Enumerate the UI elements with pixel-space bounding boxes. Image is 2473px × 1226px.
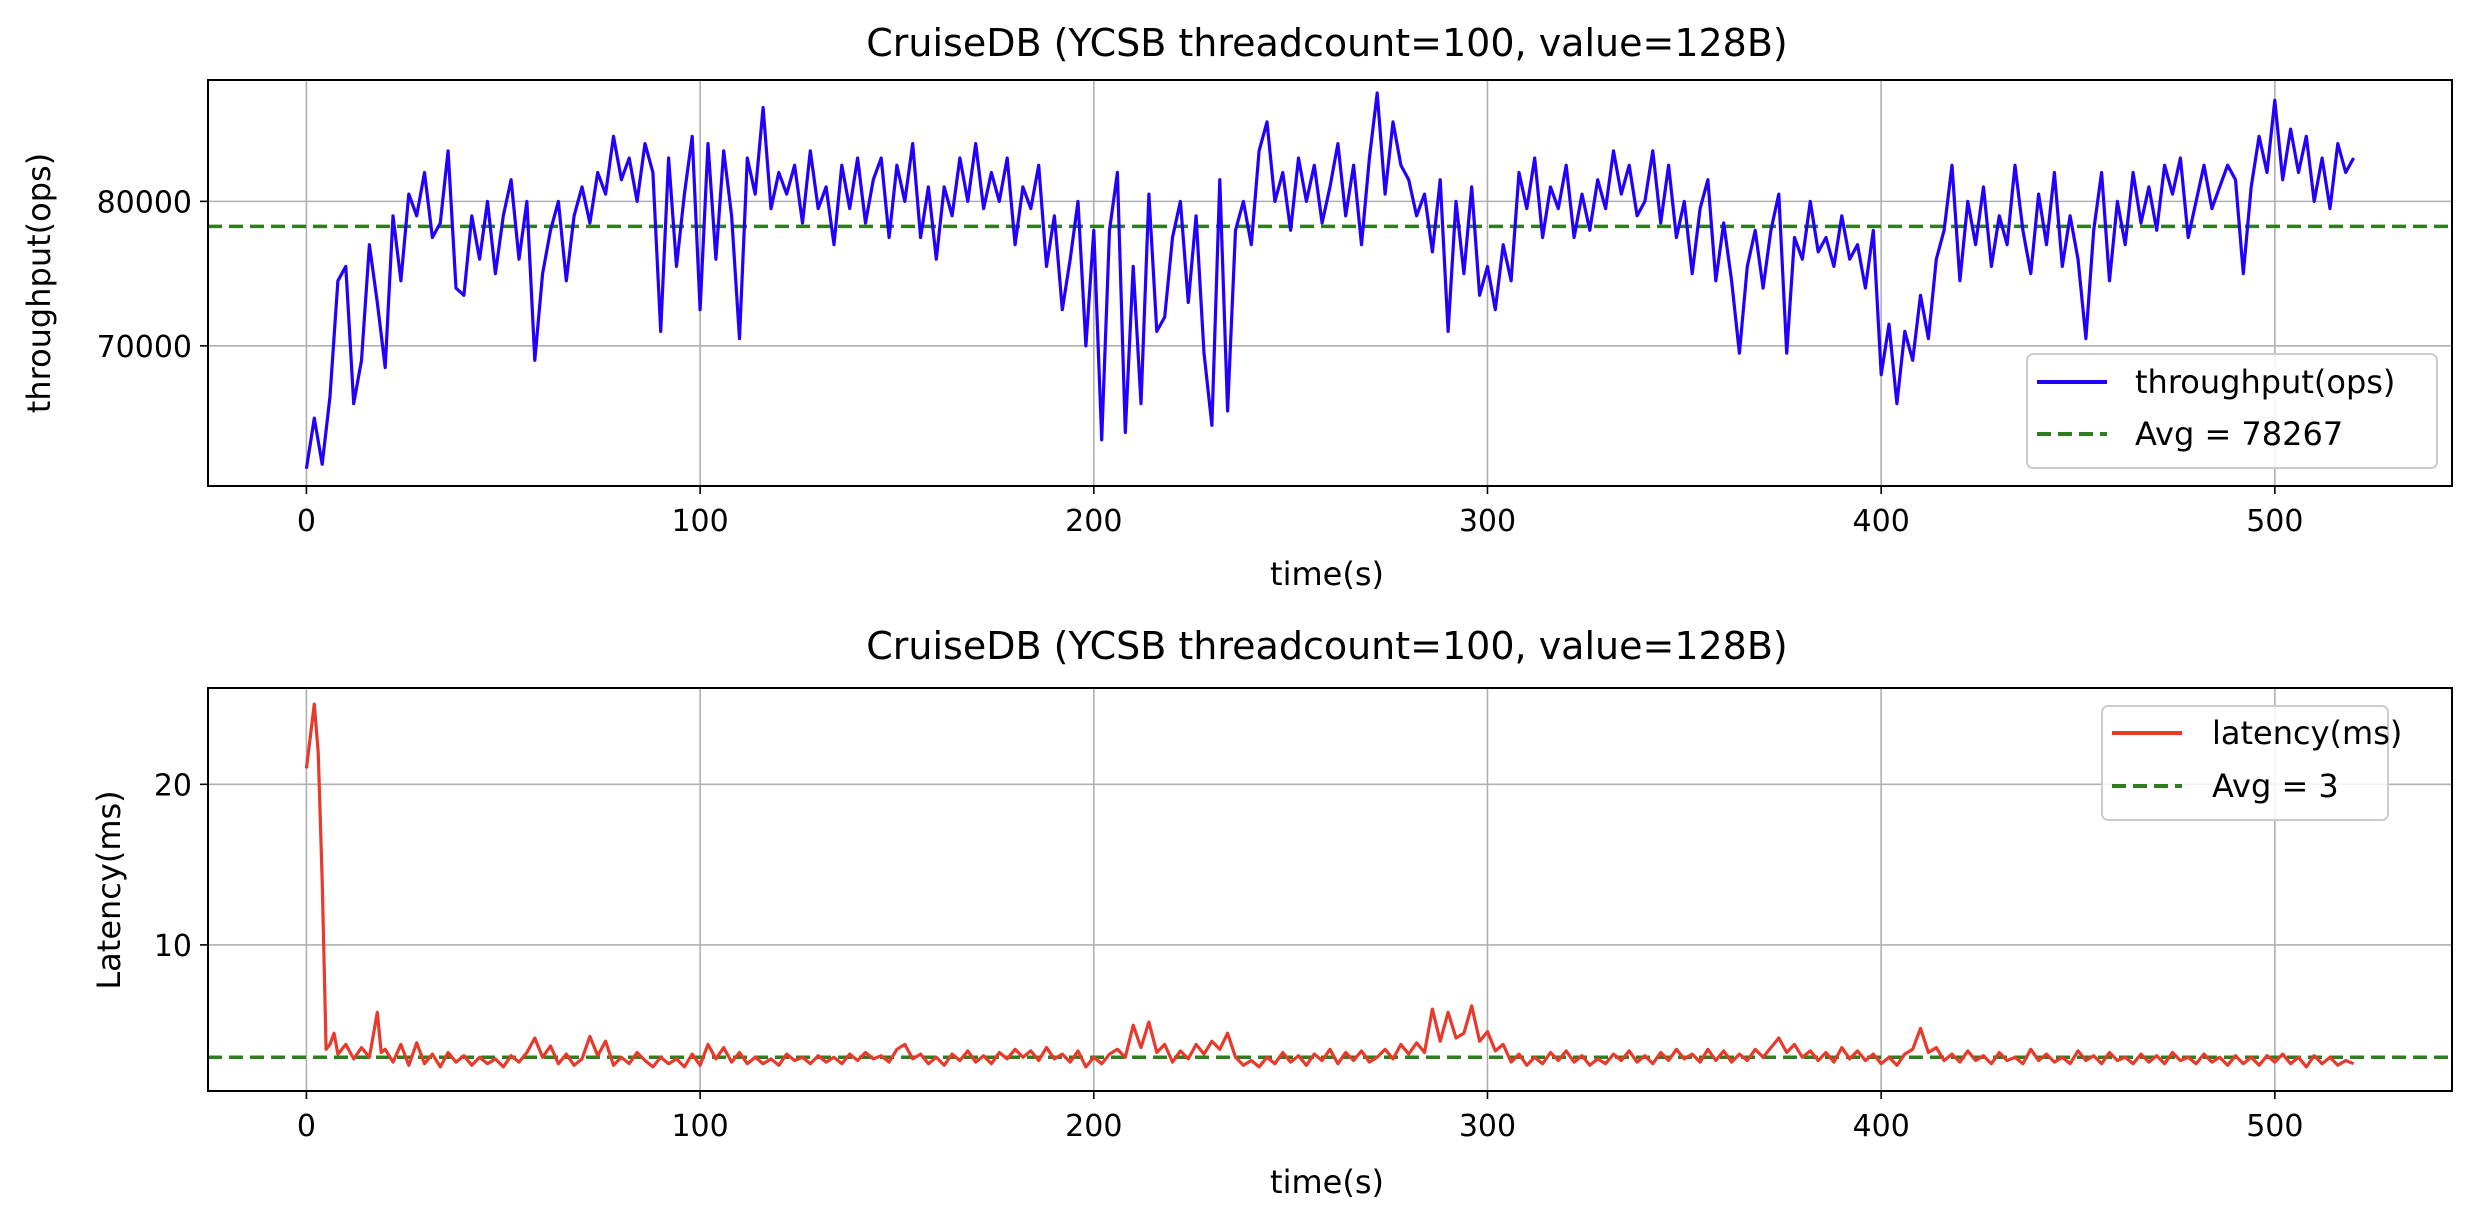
x-tick-label: 200 <box>1065 504 1122 539</box>
grid <box>208 80 2452 486</box>
x-tick-label: 500 <box>2246 1109 2303 1144</box>
x-tick-label: 0 <box>297 1109 316 1144</box>
chart-title: CruiseDB (YCSB threadcount=100, value=12… <box>866 21 1788 65</box>
legend: throughput(ops) Avg = 78267 <box>2026 353 2438 469</box>
throughput-chart: CruiseDB (YCSB threadcount=100, value=12… <box>20 21 2453 593</box>
x-tick-label: 300 <box>1459 504 1516 539</box>
legend-label-average: Avg = 78267 <box>2135 415 2343 453</box>
x-tick-label: 0 <box>297 504 316 539</box>
legend-label-average: Avg = 3 <box>2212 767 2339 805</box>
y-axis-label: throughput(ops) <box>20 153 58 413</box>
y-axis-ticks: 70000 80000 <box>97 185 208 365</box>
series-line <box>304 91 2356 469</box>
x-tick-label: 500 <box>2246 504 2303 539</box>
x-axis-ticks: 0 100 200 300 400 500 <box>297 1091 2303 1144</box>
series-lines <box>304 91 2356 469</box>
chart-title: CruiseDB (YCSB threadcount=100, value=12… <box>866 624 1788 668</box>
y-tick-label: 80000 <box>97 185 192 220</box>
latency-chart: CruiseDB (YCSB threadcount=100, value=12… <box>90 624 2453 1201</box>
series-line <box>304 702 2355 1069</box>
y-tick-label: 20 <box>154 768 192 803</box>
y-axis-label: Latency(ms) <box>90 790 128 989</box>
x-axis-ticks: 0 100 200 300 400 500 <box>297 486 2303 539</box>
axes-frame <box>207 687 2453 1092</box>
x-tick-label: 100 <box>671 504 728 539</box>
series-lines <box>304 702 2355 1069</box>
legend: latency(ms) Avg = 3 <box>2101 705 2402 821</box>
axes-frame <box>207 79 2453 487</box>
y-tick-label: 70000 <box>97 330 192 365</box>
x-tick-label: 200 <box>1065 1109 1122 1144</box>
legend-label-throughput: throughput(ops) <box>2135 363 2395 401</box>
y-axis-ticks: 10 20 <box>154 768 208 964</box>
x-axis-label: time(s) <box>1270 555 1384 593</box>
y-tick-label: 10 <box>154 929 192 964</box>
x-axis-label: time(s) <box>1270 1163 1384 1201</box>
x-tick-label: 400 <box>1853 504 1910 539</box>
legend-box <box>2026 353 2438 469</box>
x-tick-label: 400 <box>1853 1109 1910 1144</box>
x-tick-label: 300 <box>1459 1109 1516 1144</box>
x-tick-label: 100 <box>671 1109 728 1144</box>
legend-label-latency: latency(ms) <box>2212 714 2402 752</box>
